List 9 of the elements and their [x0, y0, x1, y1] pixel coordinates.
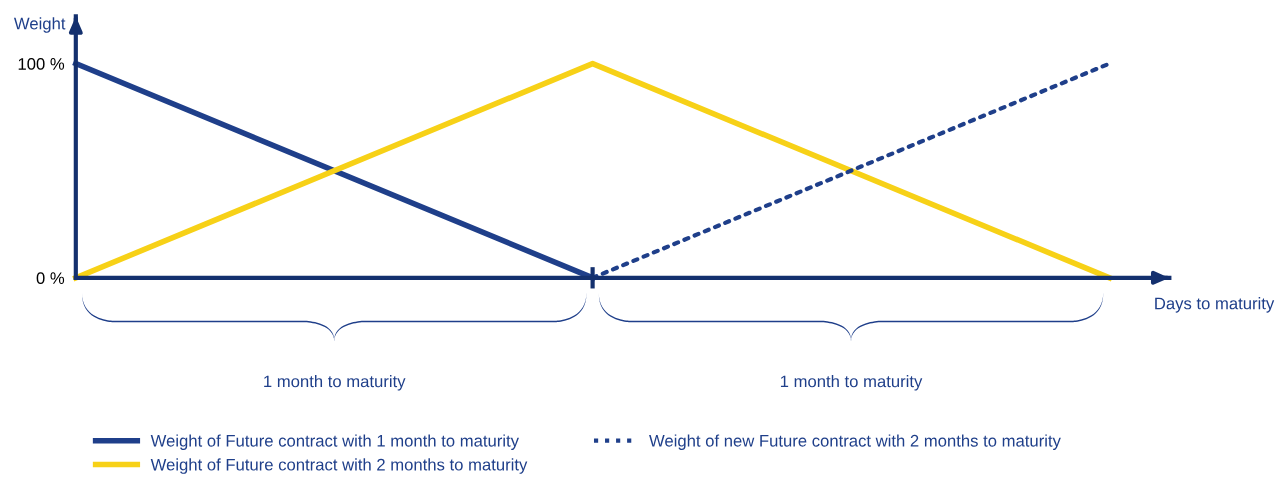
y-tick-label: 0 % [36, 272, 65, 285]
y-axis-title: Weight [13, 17, 66, 33]
text: 1 month to maturity [264, 375, 406, 391]
legend-label: Weight of new Future contract with 2 months to maturity [649, 434, 1061, 450]
text: 1 month to maturity [780, 375, 923, 391]
y-tick-label: 100 % [18, 57, 65, 70]
legend-label: Weight of Future contract with 1 month to maturity [150, 434, 519, 450]
x-axis-title: Days to maturity [1155, 297, 1275, 313]
legend-label: Weight of Future contract with 2 months to maturity [150, 458, 528, 474]
